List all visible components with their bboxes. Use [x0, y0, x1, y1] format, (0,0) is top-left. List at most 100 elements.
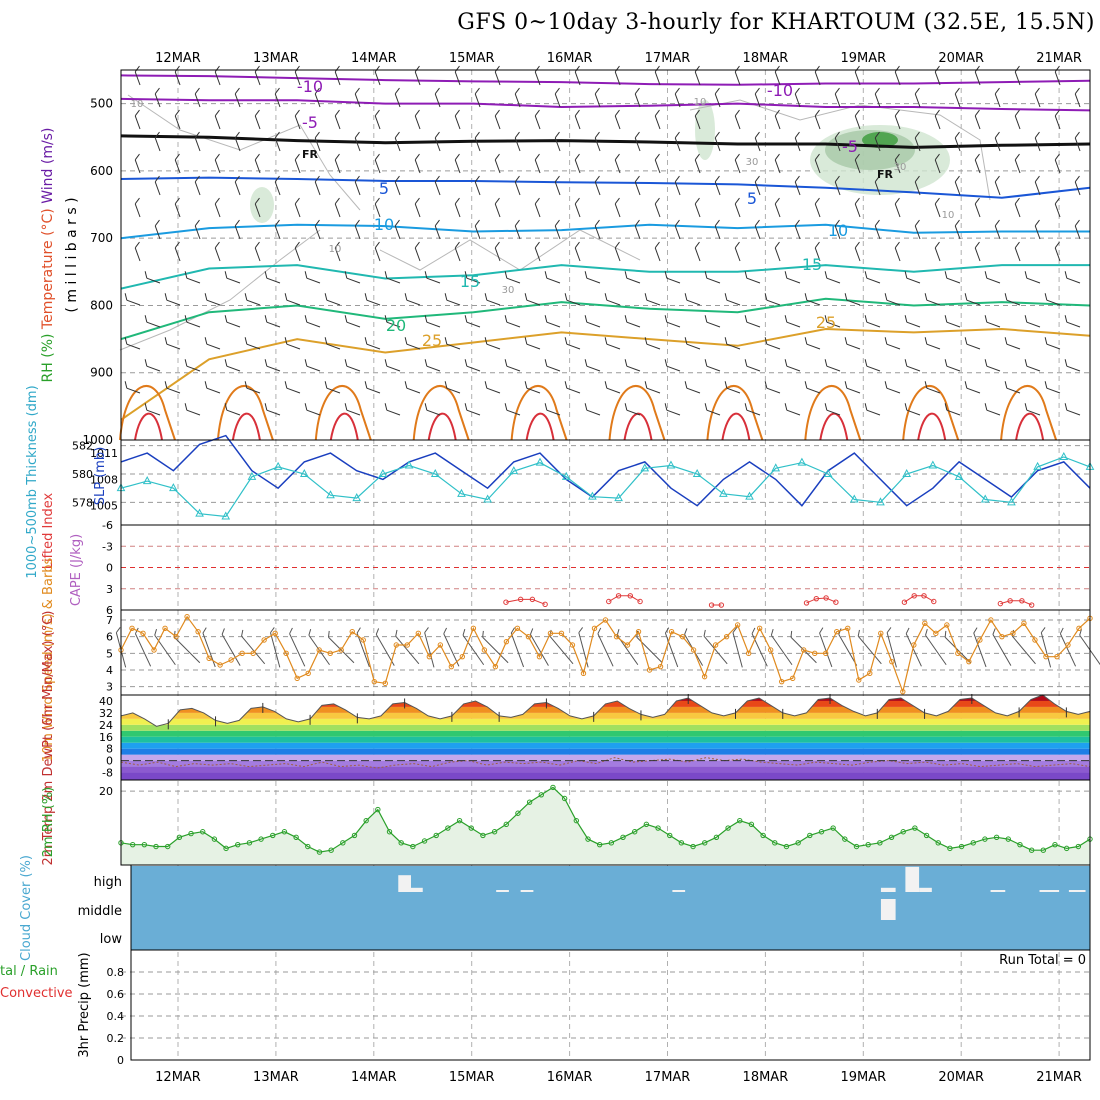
rh-contour [689, 99, 991, 201]
wind-barb [1024, 403, 1041, 416]
wind-barb [264, 315, 281, 328]
warm-contour [314, 385, 372, 441]
wind-speed-point [305, 670, 311, 677]
wind-barb [404, 381, 421, 394]
wind-barb [374, 153, 381, 174]
slp-tick-label: 1011 [90, 447, 118, 460]
wind-barb [154, 87, 161, 108]
wind-barb [614, 153, 621, 174]
wind-barb [894, 153, 901, 174]
rh-point [316, 849, 323, 855]
precip-tick-label: 0.6 [107, 988, 125, 1001]
wind-barb [1004, 381, 1021, 394]
rh-point [748, 821, 755, 828]
thickness-point [142, 476, 152, 485]
wind-speed-point [437, 642, 444, 648]
wind-barb [1024, 271, 1041, 284]
hot-contour [819, 412, 849, 441]
wind-barb [1054, 153, 1061, 174]
wind-barb [324, 381, 341, 394]
warm-contour [510, 385, 568, 441]
top-date-label: 20MAR [938, 51, 984, 66]
rh-point [865, 841, 871, 848]
surface-wind-barb [770, 628, 793, 666]
wind-barb [534, 109, 541, 130]
wind-speed-point [1076, 625, 1082, 632]
wind-speed-point [823, 650, 829, 657]
wind-barb [744, 359, 761, 372]
temp-tick-label: 8 [106, 743, 113, 756]
cape-point [833, 599, 839, 605]
wind-barb [994, 87, 1001, 108]
wind-barb [654, 153, 661, 174]
wind-barb [384, 359, 401, 372]
surface-wind-barb [154, 628, 176, 666]
thickness-point [430, 468, 440, 477]
rh-point [608, 840, 615, 846]
rh-point [515, 810, 521, 816]
wind-barb [524, 337, 541, 350]
wind-speed-point [646, 667, 653, 673]
cloud-bar [520, 890, 534, 892]
wind-barb [534, 241, 541, 262]
wind-speed-point [162, 625, 168, 632]
wind-barb [504, 271, 521, 284]
wind-barb [164, 381, 181, 394]
rh-point [970, 840, 976, 846]
wind-barb [674, 219, 681, 240]
cape-point [813, 595, 820, 602]
cape-point [708, 602, 715, 608]
wind-barb [224, 403, 241, 416]
wind-barb [184, 359, 201, 372]
wind-barb [164, 337, 181, 350]
surface-wind-barb [597, 627, 614, 667]
wind-barb [484, 337, 501, 350]
wind-barb [564, 293, 581, 306]
rh-point [631, 829, 638, 835]
wind-barb [574, 241, 581, 262]
thickness-point [378, 468, 388, 477]
thickness-point [928, 460, 938, 469]
rh-point [351, 832, 358, 839]
cape-point [529, 596, 536, 603]
wind-barb [534, 153, 541, 174]
wind-barb [334, 65, 341, 86]
rh-point [550, 784, 556, 791]
wind-barb [1004, 337, 1021, 350]
wind-speed-point [525, 633, 532, 640]
wind-barb [254, 153, 261, 174]
wind-speed-point [734, 622, 741, 628]
cape-point [718, 602, 725, 608]
hot-contour [134, 412, 163, 441]
wind-barb [174, 109, 181, 130]
cape-point [803, 600, 810, 606]
wind-barb [214, 197, 221, 218]
wind-barb [404, 293, 421, 306]
wind-barb [974, 153, 981, 174]
wind-speed-point [470, 625, 477, 632]
wind-barb [354, 219, 361, 240]
rh-point [153, 843, 159, 850]
temp-tick-label: 16 [99, 731, 113, 744]
wind-speed-point [657, 663, 664, 670]
wind-speed-point [723, 633, 730, 640]
upper-air-ylabel: RH (%) Temperature (°C) Wind (m/s) [40, 128, 56, 383]
rh-point [678, 840, 685, 846]
surface-wind-barb [529, 628, 549, 666]
cape-point [931, 598, 937, 605]
wind-barb [574, 109, 581, 130]
wind-speed-point [745, 650, 752, 657]
wind-barb [374, 109, 381, 130]
wind-barb [754, 175, 761, 196]
wind-barb [214, 65, 221, 86]
wind-speed-point [613, 633, 620, 640]
wind-barb [364, 381, 381, 394]
temp-band [121, 772, 1090, 780]
rh-point [667, 832, 673, 839]
wind-speed-point [955, 650, 961, 657]
wind-barb [844, 293, 861, 306]
wind-tick-label: 3 [106, 681, 113, 694]
surface-wind-barb [241, 629, 266, 665]
bottom-date-label: 21MAR [1036, 1070, 1082, 1085]
wind-barb [614, 65, 621, 86]
